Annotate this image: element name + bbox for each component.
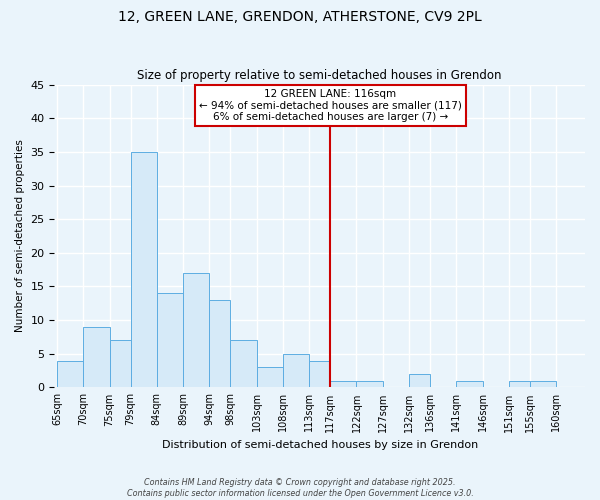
Text: 12, GREEN LANE, GRENDON, ATHERSTONE, CV9 2PL: 12, GREEN LANE, GRENDON, ATHERSTONE, CV9… xyxy=(118,10,482,24)
Text: 12 GREEN LANE: 116sqm
← 94% of semi-detached houses are smaller (117)
6% of semi: 12 GREEN LANE: 116sqm ← 94% of semi-deta… xyxy=(199,89,462,122)
Bar xyxy=(57,360,83,388)
Bar xyxy=(209,300,230,388)
Bar xyxy=(309,360,330,388)
Bar xyxy=(409,374,430,388)
Bar xyxy=(356,380,383,388)
Bar xyxy=(283,354,309,388)
Bar xyxy=(230,340,257,388)
X-axis label: Distribution of semi-detached houses by size in Grendon: Distribution of semi-detached houses by … xyxy=(161,440,478,450)
Bar xyxy=(509,380,530,388)
Y-axis label: Number of semi-detached properties: Number of semi-detached properties xyxy=(15,140,25,332)
Text: Contains HM Land Registry data © Crown copyright and database right 2025.
Contai: Contains HM Land Registry data © Crown c… xyxy=(127,478,473,498)
Bar xyxy=(183,273,209,388)
Bar xyxy=(530,380,556,388)
Bar xyxy=(83,327,110,388)
Bar xyxy=(110,340,131,388)
Bar xyxy=(330,380,356,388)
Bar xyxy=(456,380,482,388)
Bar xyxy=(131,152,157,388)
Bar xyxy=(257,367,283,388)
Bar xyxy=(157,293,183,388)
Title: Size of property relative to semi-detached houses in Grendon: Size of property relative to semi-detach… xyxy=(137,69,502,82)
